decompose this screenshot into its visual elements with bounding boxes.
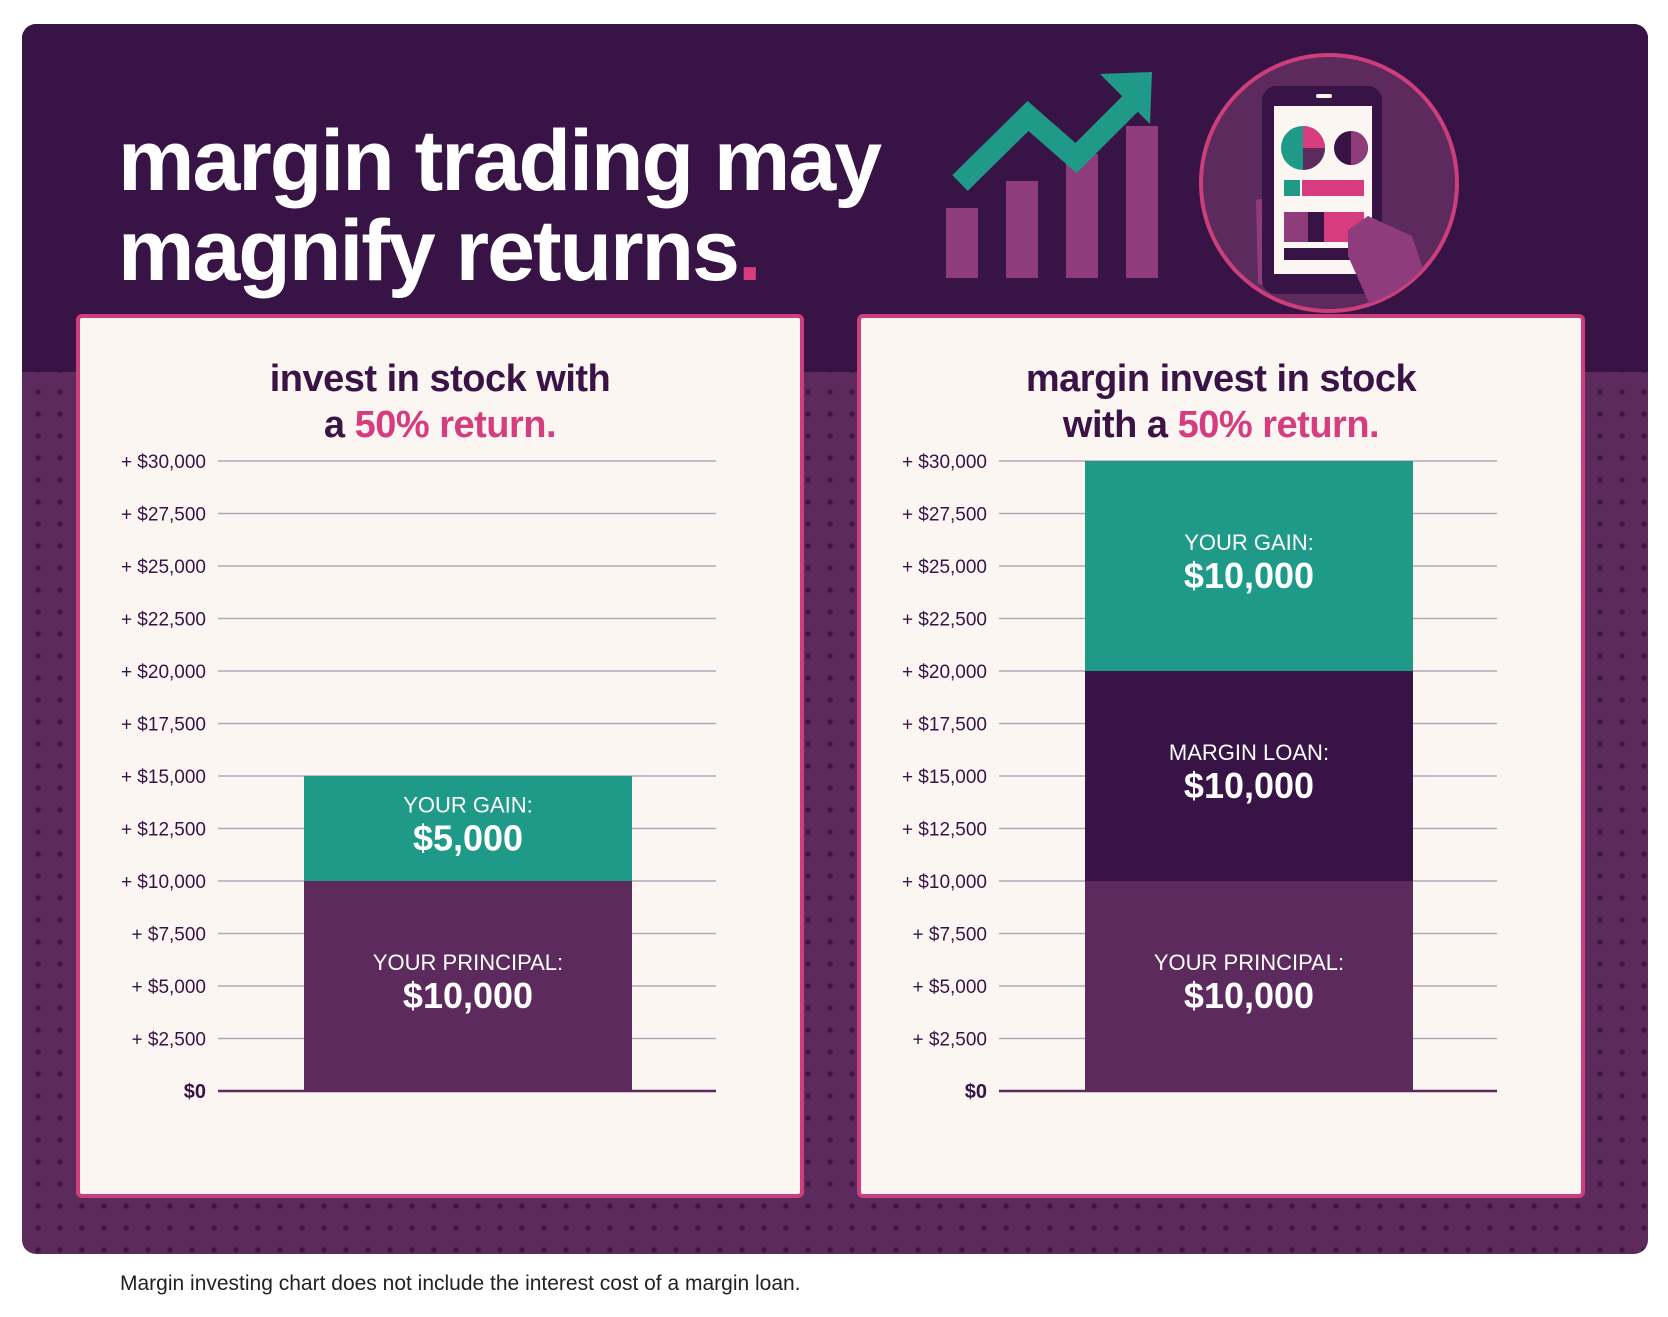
y-tick-label: + $20,000: [902, 662, 987, 683]
y-tick-label: + $2,500: [132, 1030, 207, 1051]
y-tick-label: + $2,500: [913, 1030, 988, 1051]
title-line-1: margin trading may: [118, 113, 882, 209]
y-tick-label: + $15,000: [902, 767, 987, 788]
segment-name-label: YOUR PRINCIPAL:: [373, 950, 563, 975]
bar-segment: [1085, 461, 1413, 671]
y-tick-label: + $17,500: [121, 715, 206, 736]
page-title: margin trading may magnify returns.: [118, 113, 882, 299]
segment-value-label: $10,000: [1184, 975, 1314, 1016]
bar-segment: [304, 776, 632, 881]
panel-title-highlight: 50% return.: [354, 404, 557, 446]
segment-name-label: YOUR GAIN:: [403, 793, 533, 818]
growth-bar-1: [946, 208, 978, 278]
chart-no-margin: $0 + $2,500 + $5,000 + $7,500 + $10,000 + $12…: [121, 452, 716, 1103]
chart-margin: $0 + $2,500 + $5,000 + $7,500 + $10,000 + $12…: [902, 452, 1497, 1103]
y-tick-label: + $22,500: [902, 610, 987, 631]
panel-title-line-1: margin invest in stock: [1025, 358, 1417, 400]
y-tick-label: + $20,000: [121, 662, 206, 683]
segment-value-label: $5,000: [413, 818, 523, 859]
segment-name-label: YOUR GAIN:: [1184, 530, 1314, 555]
footnote: Margin investing chart does not include …: [120, 1272, 801, 1295]
title-line-2: magnify returns: [118, 203, 740, 299]
panel-title-line-1: invest in stock with: [269, 358, 611, 400]
panel-title: invest in stock with a 50% return.: [80, 356, 800, 448]
y-tick-label: + $30,000: [121, 452, 206, 473]
y-tick-label: + $5,000: [132, 977, 207, 998]
y-tick-label: + $12,500: [121, 820, 206, 841]
panel-margin: margin invest in stock with a 50% return…: [857, 314, 1585, 1198]
bar-segment: [304, 881, 632, 1091]
y-tick-label: + $5,000: [913, 977, 988, 998]
phone-in-hand-icon: [1199, 53, 1459, 313]
growth-bar-3: [1066, 154, 1098, 278]
y-tick-label: + $12,500: [902, 820, 987, 841]
y-tick-label: + $7,500: [132, 925, 207, 946]
segment-value-label: $10,000: [1184, 765, 1314, 806]
growth-arrow-head: [1100, 72, 1152, 124]
panel-title: margin invest in stock with a 50% return…: [861, 356, 1581, 448]
y-tick-label: + $7,500: [913, 925, 988, 946]
y-tick-label: + $27,500: [121, 505, 206, 526]
segment-name-label: MARGIN LOAN:: [1169, 740, 1329, 765]
title-dot: .: [737, 203, 762, 299]
y-tick-label: + $27,500: [902, 505, 987, 526]
infographic-frame: margin trading may magnify returns.: [22, 24, 1648, 1254]
y-tick-label: + $10,000: [902, 872, 987, 893]
panel-title-line-2: a: [323, 404, 355, 446]
growth-chart-arrow-icon: [946, 72, 1158, 278]
growth-bar-2: [1006, 181, 1038, 278]
panel-no-margin: invest in stock with a 50% return. $0 + $…: [76, 314, 804, 1198]
bar-segment: [1085, 671, 1413, 881]
segment-value-label: $10,000: [1184, 555, 1314, 596]
panel-title-line-2: with a: [1062, 404, 1178, 446]
y-tick-label: + $10,000: [121, 872, 206, 893]
segment-name-label: YOUR PRINCIPAL:: [1154, 950, 1344, 975]
y-tick-label: + $25,000: [121, 557, 206, 578]
segment-value-label: $10,000: [403, 975, 533, 1016]
y-tick-label: + $30,000: [902, 452, 987, 473]
panel-title-highlight: 50% return.: [1177, 404, 1380, 446]
y-tick-label: $0: [965, 1081, 987, 1103]
y-tick-label: + $25,000: [902, 557, 987, 578]
growth-arrow-line: [952, 94, 1140, 191]
y-tick-label: + $17,500: [902, 715, 987, 736]
y-tick-label: $0: [184, 1081, 206, 1103]
growth-bar-4: [1126, 126, 1158, 278]
y-tick-label: + $15,000: [121, 767, 206, 788]
bar-segment: [1085, 881, 1413, 1091]
y-tick-label: + $22,500: [121, 610, 206, 631]
